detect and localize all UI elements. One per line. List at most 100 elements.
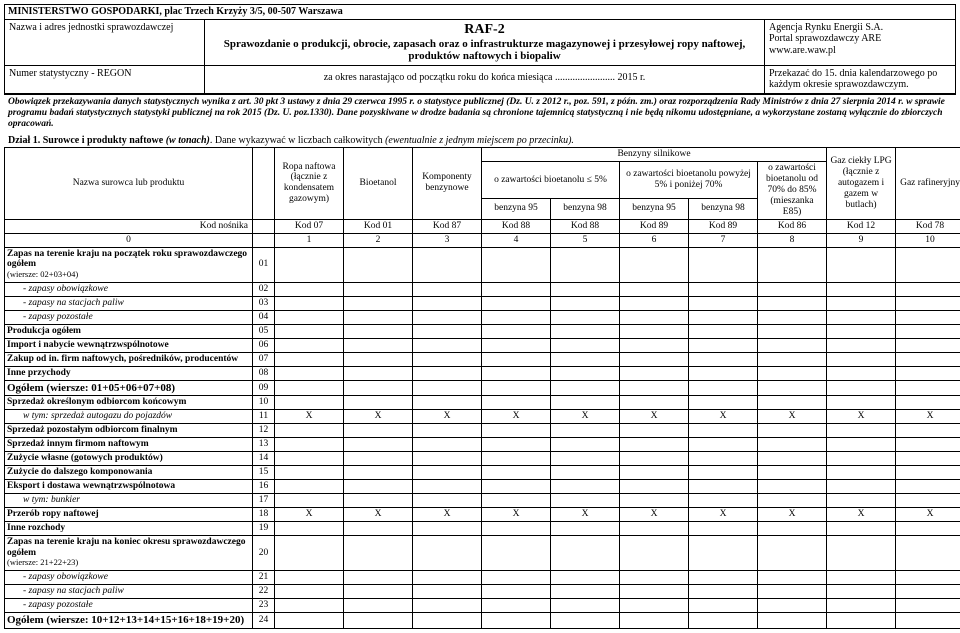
data-cell[interactable]	[482, 247, 551, 283]
data-cell[interactable]	[827, 493, 896, 507]
data-cell[interactable]	[689, 380, 758, 396]
data-cell[interactable]	[689, 479, 758, 493]
data-cell[interactable]	[551, 380, 620, 396]
data-cell[interactable]	[275, 479, 344, 493]
data-cell[interactable]: X	[551, 410, 620, 424]
data-cell[interactable]	[620, 465, 689, 479]
data-cell[interactable]	[758, 311, 827, 325]
data-cell[interactable]	[275, 613, 344, 629]
data-cell[interactable]	[827, 465, 896, 479]
data-cell[interactable]: X	[827, 410, 896, 424]
data-cell[interactable]	[827, 311, 896, 325]
data-cell[interactable]	[275, 452, 344, 466]
data-cell[interactable]	[689, 247, 758, 283]
data-cell[interactable]	[482, 311, 551, 325]
data-cell[interactable]	[896, 424, 960, 438]
data-cell[interactable]	[896, 438, 960, 452]
data-cell[interactable]	[827, 297, 896, 311]
data-cell[interactable]	[413, 613, 482, 629]
data-cell[interactable]	[275, 283, 344, 297]
data-cell[interactable]	[344, 424, 413, 438]
data-cell[interactable]	[413, 424, 482, 438]
data-cell[interactable]	[551, 535, 620, 571]
data-cell[interactable]	[551, 599, 620, 613]
data-cell[interactable]	[689, 599, 758, 613]
data-cell[interactable]	[482, 465, 551, 479]
data-cell[interactable]	[689, 338, 758, 352]
data-cell[interactable]	[413, 338, 482, 352]
data-cell[interactable]	[344, 325, 413, 339]
data-cell[interactable]	[758, 366, 827, 380]
data-cell[interactable]	[758, 424, 827, 438]
data-cell[interactable]	[896, 465, 960, 479]
data-cell[interactable]	[413, 283, 482, 297]
data-cell[interactable]	[689, 438, 758, 452]
data-cell[interactable]	[275, 380, 344, 396]
data-cell[interactable]	[413, 571, 482, 585]
data-cell[interactable]	[344, 352, 413, 366]
data-cell[interactable]	[275, 396, 344, 410]
data-cell[interactable]	[482, 599, 551, 613]
data-cell[interactable]	[896, 479, 960, 493]
data-cell[interactable]	[344, 452, 413, 466]
data-cell[interactable]	[413, 452, 482, 466]
data-cell[interactable]	[827, 479, 896, 493]
data-cell[interactable]	[482, 352, 551, 366]
data-cell[interactable]	[827, 571, 896, 585]
data-cell[interactable]	[620, 352, 689, 366]
data-cell[interactable]	[689, 325, 758, 339]
data-cell[interactable]: X	[689, 507, 758, 521]
data-cell[interactable]	[758, 479, 827, 493]
data-cell[interactable]	[689, 535, 758, 571]
data-cell[interactable]	[827, 325, 896, 339]
data-cell[interactable]	[689, 493, 758, 507]
data-cell[interactable]	[896, 380, 960, 396]
data-cell[interactable]	[827, 585, 896, 599]
data-cell[interactable]	[689, 465, 758, 479]
data-cell[interactable]	[482, 366, 551, 380]
data-cell[interactable]: X	[758, 507, 827, 521]
data-cell[interactable]	[344, 338, 413, 352]
data-cell[interactable]	[413, 599, 482, 613]
data-cell[interactable]	[896, 325, 960, 339]
data-cell[interactable]	[827, 521, 896, 535]
data-cell[interactable]: X	[896, 507, 960, 521]
data-cell[interactable]	[482, 585, 551, 599]
data-cell[interactable]	[482, 283, 551, 297]
data-cell[interactable]	[551, 366, 620, 380]
data-cell[interactable]	[551, 585, 620, 599]
data-cell[interactable]	[551, 479, 620, 493]
data-cell[interactable]	[413, 465, 482, 479]
data-cell[interactable]: X	[827, 507, 896, 521]
data-cell[interactable]	[413, 585, 482, 599]
data-cell[interactable]	[758, 493, 827, 507]
data-cell[interactable]	[827, 599, 896, 613]
data-cell[interactable]	[758, 438, 827, 452]
data-cell[interactable]: X	[551, 507, 620, 521]
data-cell[interactable]	[482, 380, 551, 396]
data-cell[interactable]	[413, 521, 482, 535]
data-cell[interactable]	[413, 438, 482, 452]
data-cell[interactable]	[275, 366, 344, 380]
data-cell[interactable]: X	[689, 410, 758, 424]
data-cell[interactable]	[482, 613, 551, 629]
data-cell[interactable]	[620, 297, 689, 311]
data-cell[interactable]	[344, 521, 413, 535]
data-cell[interactable]	[344, 493, 413, 507]
data-cell[interactable]	[758, 585, 827, 599]
data-cell[interactable]	[413, 479, 482, 493]
data-cell[interactable]	[344, 535, 413, 571]
data-cell[interactable]	[413, 380, 482, 396]
data-cell[interactable]: X	[275, 507, 344, 521]
data-cell[interactable]	[758, 352, 827, 366]
data-cell[interactable]	[758, 283, 827, 297]
data-cell[interactable]	[758, 535, 827, 571]
data-cell[interactable]	[896, 283, 960, 297]
data-cell[interactable]	[827, 396, 896, 410]
data-cell[interactable]	[482, 571, 551, 585]
data-cell[interactable]	[551, 613, 620, 629]
data-cell[interactable]	[275, 352, 344, 366]
data-cell[interactable]	[344, 283, 413, 297]
data-cell[interactable]	[827, 438, 896, 452]
data-cell[interactable]: X	[344, 507, 413, 521]
